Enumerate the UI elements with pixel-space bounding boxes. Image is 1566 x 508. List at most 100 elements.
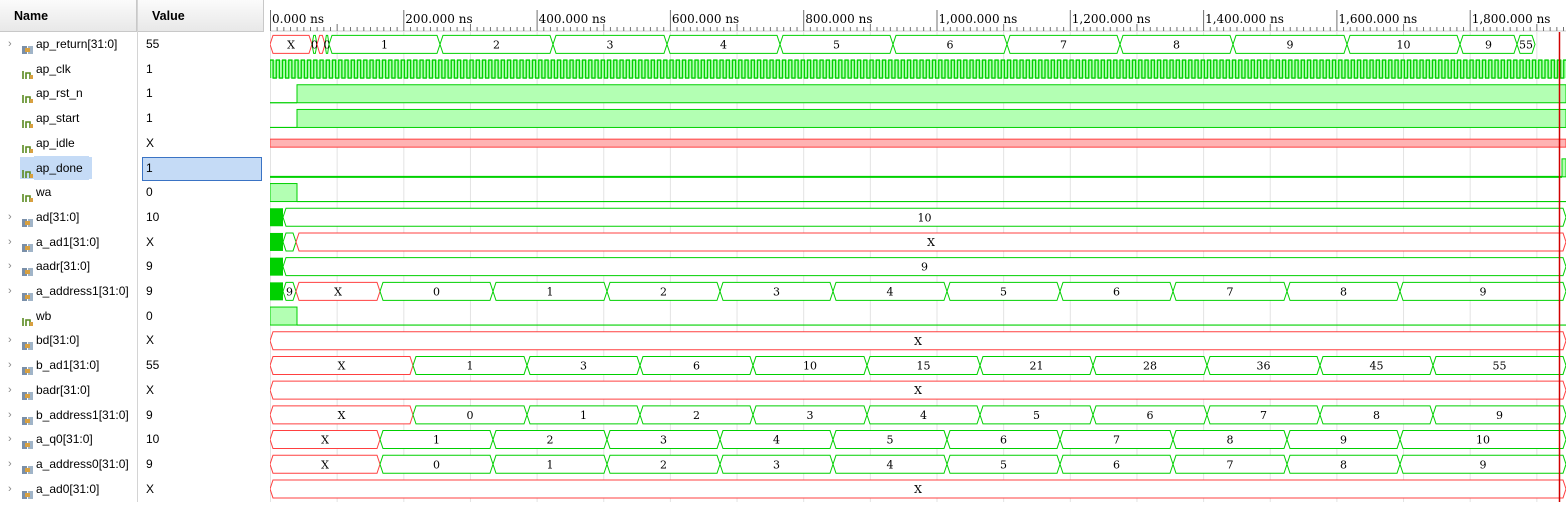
signal-row[interactable]: › aadr[31:0]	[0, 254, 137, 278]
signal-name: aadr[31:0]	[36, 259, 91, 274]
signal-row[interactable]: › a_ad0[31:0]	[0, 477, 137, 501]
signal-row[interactable]: › a_address0[31:0]	[0, 452, 137, 476]
waveform-track[interactable]	[270, 59, 1566, 79]
bus-icon	[22, 335, 34, 359]
bus-segment-solid	[270, 208, 283, 227]
signal-row[interactable]: ap_rst_n	[0, 81, 137, 105]
signal-name: ap_idle	[36, 135, 75, 150]
signal-row[interactable]: wa	[0, 180, 137, 204]
waveform-track[interactable]: X	[270, 479, 1566, 499]
bus-value-label: 5	[1033, 409, 1040, 422]
value-row[interactable]: X	[138, 131, 264, 155]
bus-segment	[295, 232, 1566, 252]
value-row[interactable]: 1	[138, 106, 264, 130]
signal-row[interactable]: › ad[31:0]	[0, 205, 137, 229]
expand-chevron-icon[interactable]: ›	[8, 334, 12, 347]
bus-value-label: 8	[1373, 409, 1380, 422]
signal-row[interactable]: › a_ad1[31:0]	[0, 230, 137, 254]
waveform-track[interactable]: 9 X 0 1 2 3 4 5 6 7 8 9	[270, 281, 1566, 301]
bus-icon	[22, 237, 34, 261]
waveform-track[interactable]	[270, 183, 1566, 203]
waveform-track[interactable]: X 0 0 1 2 3 4 5 6 7 8 9 10 9 55	[270, 34, 1536, 54]
signal-row[interactable]: ap_start	[0, 106, 137, 130]
expand-chevron-icon[interactable]: ›	[8, 210, 12, 223]
bus-value-label: 3	[773, 458, 780, 471]
value-row[interactable]: X	[138, 477, 264, 501]
value-row[interactable]: 0	[138, 180, 264, 204]
value-column-header[interactable]: Value	[138, 0, 264, 32]
name-column: Name › ap_return[31:0] ap_clk ap_rst_n ap_st…	[0, 0, 138, 502]
expand-chevron-icon[interactable]: ›	[8, 457, 12, 470]
value-row[interactable]: 10	[138, 205, 264, 229]
expand-chevron-icon[interactable]: ›	[8, 482, 12, 495]
signal-row[interactable]: › badr[31:0]	[0, 378, 137, 402]
value-row[interactable]: X	[138, 378, 264, 402]
bus-value-label: 4	[887, 458, 894, 471]
waveform-track[interactable]: X 1 3 6 10 15 21 28 36 45 55	[270, 355, 1566, 375]
bus-value-label: 8	[1340, 285, 1347, 298]
signal-row[interactable]: › ap_return[31:0]	[0, 32, 137, 56]
bus-value-label: 55	[1493, 359, 1507, 372]
waveform-track[interactable]	[270, 84, 1566, 104]
value-row[interactable]: 55	[138, 353, 264, 377]
value-row[interactable]: 1	[138, 57, 264, 81]
time-axis[interactable]: 0.000 ns 200.000 ns 400.000 ns 600.000 ns 80…	[270, 0, 1566, 32]
expand-chevron-icon[interactable]: ›	[8, 285, 12, 297]
waveform-track[interactable]: 9	[270, 257, 1566, 277]
bus-value-label: X	[321, 434, 329, 447]
bus-value-label: 4	[920, 409, 927, 422]
signal-row[interactable]: › a_address1[31:0]	[0, 279, 137, 303]
value-row[interactable]: 9	[138, 254, 264, 278]
name-column-header[interactable]: Name	[0, 0, 137, 32]
signal-value: X	[146, 481, 155, 496]
signal-row[interactable]: ap_clk	[0, 57, 137, 81]
bus-icon	[22, 212, 34, 236]
high-level	[296, 108, 1566, 128]
tick-label: 600.000 ns	[672, 12, 739, 26]
expand-chevron-icon[interactable]: ›	[8, 260, 12, 273]
value-row[interactable]: 1	[138, 156, 264, 181]
value-row[interactable]: 9	[138, 403, 264, 427]
waveform-track[interactable]: X 0 1 2 3 4 5 6 7 8 9	[270, 405, 1566, 425]
waveform-track[interactable]: X	[270, 232, 1566, 252]
signal-row[interactable]: › bd[31:0]	[0, 328, 137, 352]
waveform-track[interactable]: X 0 1 2 3 4 5 6 7 8 9	[270, 454, 1566, 474]
bus-value-label: 36	[1257, 359, 1271, 372]
value-row[interactable]: 9	[138, 452, 264, 476]
value-row[interactable]: X	[138, 230, 264, 254]
expand-chevron-icon[interactable]: ›	[8, 38, 12, 50]
waveform-track[interactable]: X	[270, 331, 1566, 351]
value-row[interactable]: 1	[138, 81, 264, 105]
expand-chevron-icon[interactable]: ›	[8, 408, 12, 421]
expand-chevron-icon[interactable]: ›	[8, 235, 12, 248]
signal-row[interactable]: ap_done	[0, 155, 137, 180]
waveform-track[interactable]	[270, 158, 1566, 178]
waveform-track[interactable]: X 1 2 3 4 5 6 7 8 9 10	[270, 430, 1566, 450]
signal-row[interactable]: ap_idle	[0, 131, 137, 155]
waveform-track[interactable]: X	[270, 380, 1566, 400]
bit-icon	[22, 88, 34, 112]
expand-chevron-icon[interactable]: ›	[8, 359, 12, 372]
tick-label: 800.000 ns	[805, 12, 872, 26]
signal-row[interactable]: › b_ad1[31:0]	[0, 353, 137, 377]
waveform-track[interactable]	[270, 306, 1566, 326]
waveform-track[interactable]	[270, 138, 1566, 148]
expand-chevron-icon[interactable]: ›	[8, 433, 12, 446]
value-row[interactable]: 55	[138, 32, 264, 56]
value-row[interactable]: X	[138, 328, 264, 352]
tick-label: 1,200.000 ns	[1072, 12, 1151, 26]
signal-row[interactable]: wb	[0, 304, 137, 328]
signal-value: 0	[146, 185, 153, 200]
value-edit-box[interactable]	[142, 156, 262, 181]
waveform-track[interactable]	[270, 108, 1566, 129]
signal-value: 9	[146, 284, 153, 298]
waveform-track[interactable]: 10	[270, 207, 1566, 227]
expand-chevron-icon[interactable]: ›	[8, 383, 12, 396]
signal-row[interactable]: › a_q0[31:0]	[0, 427, 137, 451]
value-row[interactable]: 10	[138, 427, 264, 451]
waveform-viewer[interactable]: 0.000 ns 200.000 ns 400.000 ns 600.000 ns 80…	[270, 0, 1566, 502]
signal-row[interactable]: › b_address1[31:0]	[0, 403, 137, 427]
waveform-canvas[interactable]: 0.000 ns 200.000 ns 400.000 ns 600.000 ns 80…	[270, 0, 1566, 502]
value-row[interactable]: 0	[138, 304, 264, 328]
value-row[interactable]: 9	[138, 279, 264, 303]
